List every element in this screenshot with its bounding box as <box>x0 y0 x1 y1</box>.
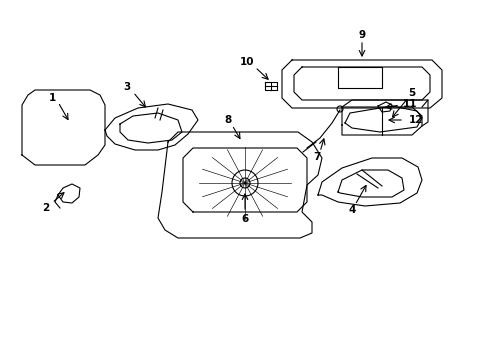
Text: 3: 3 <box>123 82 131 92</box>
Text: 9: 9 <box>359 30 366 40</box>
Text: 12: 12 <box>409 115 423 125</box>
Text: 6: 6 <box>242 214 248 224</box>
Text: 4: 4 <box>348 205 356 215</box>
Text: 1: 1 <box>49 93 56 103</box>
Text: 8: 8 <box>224 115 232 125</box>
Text: 7: 7 <box>313 152 320 162</box>
Text: 10: 10 <box>240 57 254 67</box>
Text: 2: 2 <box>42 203 49 213</box>
Text: 5: 5 <box>408 88 416 98</box>
Text: 11: 11 <box>403 99 417 109</box>
